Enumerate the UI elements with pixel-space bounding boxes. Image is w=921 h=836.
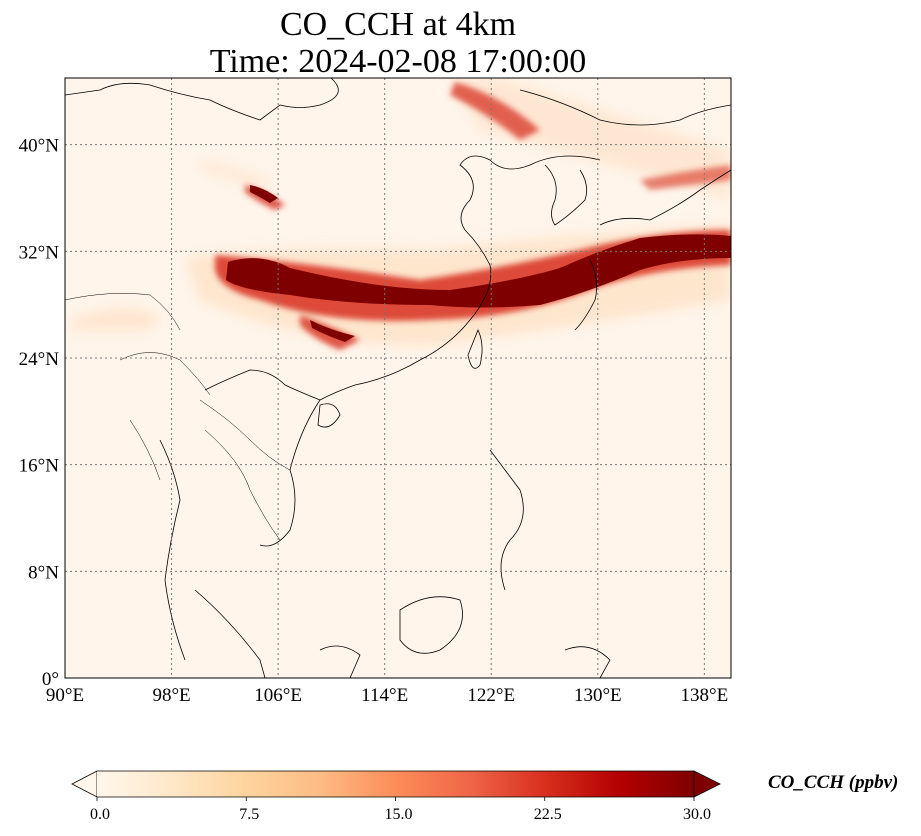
country-borders <box>65 293 291 541</box>
colorbar: 0.0 7.5 15.0 22.5 30.0 CO_CCH (ppbv) <box>71 770 898 823</box>
map-background <box>65 78 731 678</box>
latitude-axis: 0° 8°N 16°N 24°N 32°N 40°N <box>19 136 60 690</box>
lon-tick-label: 98°E <box>152 685 190 706</box>
lat-tick-label: 24°N <box>19 349 60 370</box>
colorbar-extend-max <box>693 770 721 798</box>
map-subtitle-time: Time: 2024-02-08 17:00:00 <box>209 43 587 80</box>
colorbar-extend-min <box>71 770 98 798</box>
lon-tick-label: 106°E <box>254 685 302 706</box>
map-panel <box>64 77 732 679</box>
lon-tick-label: 122°E <box>467 685 515 706</box>
colorbar-tick-label: 15.0 <box>385 806 413 823</box>
co-plume-field <box>70 78 731 350</box>
lon-tick-label: 114°E <box>361 685 408 706</box>
coastlines <box>65 78 731 678</box>
lon-tick-label: 138°E <box>681 685 729 706</box>
longitude-axis: 90°E 98°E 106°E 114°E 122°E 130°E 138°E <box>46 685 728 706</box>
lon-tick-label: 130°E <box>574 685 622 706</box>
colorbar-tick-label: 30.0 <box>683 806 711 823</box>
colorbar-tick-label: 22.5 <box>534 806 562 823</box>
colorbar-tick-label: 0.0 <box>90 806 110 823</box>
lat-tick-label: 40°N <box>19 136 60 157</box>
lat-tick-label: 8°N <box>28 562 59 583</box>
lon-tick-label: 90°E <box>46 685 84 706</box>
lat-tick-label: 16°N <box>19 456 60 477</box>
map-gridlines <box>65 78 731 678</box>
plume-core <box>226 185 731 342</box>
map-title: CO_CCH at 4km <box>279 6 517 43</box>
lat-tick-label: 32°N <box>19 242 60 263</box>
colorbar-label: CO_CCH (ppbv) <box>768 772 898 793</box>
colorbar-tick-label: 7.5 <box>239 806 259 823</box>
colorbar-gradient <box>97 771 694 797</box>
map-frame <box>64 77 732 679</box>
lat-tick-label: 0° <box>42 669 59 690</box>
